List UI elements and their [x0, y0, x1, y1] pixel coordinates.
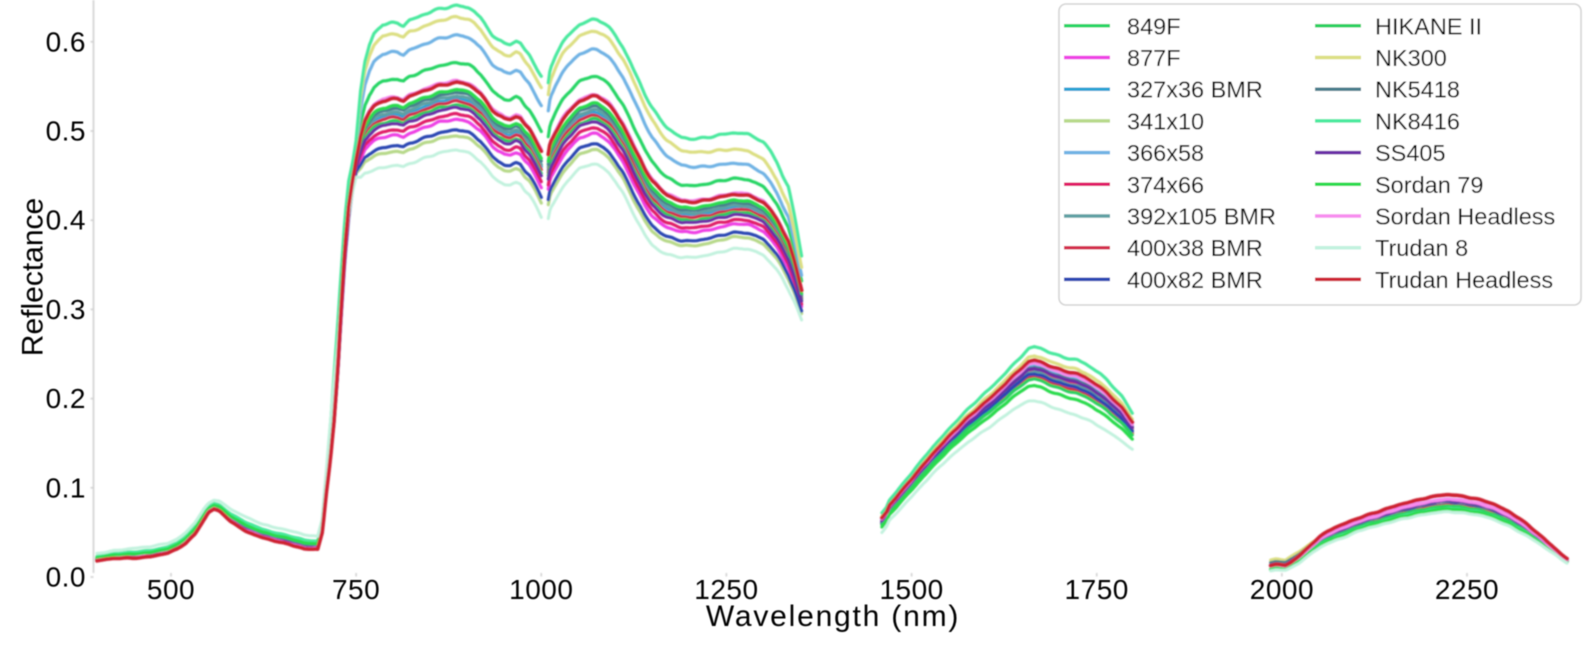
- svg-text:750: 750: [332, 574, 380, 605]
- svg-text:0.0: 0.0: [46, 562, 86, 593]
- svg-text:NK300: NK300: [1375, 45, 1447, 71]
- svg-text:Trudan Headless: Trudan Headless: [1375, 267, 1553, 293]
- svg-text:341x10: 341x10: [1127, 108, 1204, 134]
- svg-text:Sordan 79: Sordan 79: [1375, 172, 1483, 198]
- svg-text:0.4: 0.4: [46, 205, 86, 236]
- svg-text:1000: 1000: [509, 574, 573, 605]
- svg-text:500: 500: [147, 574, 195, 605]
- svg-text:1250: 1250: [694, 574, 758, 605]
- svg-text:HIKANE II: HIKANE II: [1375, 13, 1482, 39]
- svg-text:0.6: 0.6: [46, 26, 86, 57]
- svg-text:Wavelength (nm): Wavelength (nm): [706, 600, 960, 633]
- svg-text:Trudan 8: Trudan 8: [1375, 235, 1468, 261]
- svg-text:0.5: 0.5: [46, 116, 86, 147]
- svg-text:374x66: 374x66: [1127, 172, 1204, 198]
- svg-text:877F: 877F: [1127, 45, 1181, 71]
- svg-text:1750: 1750: [1065, 574, 1129, 605]
- svg-text:NK8416: NK8416: [1375, 108, 1460, 134]
- svg-text:0.2: 0.2: [46, 383, 86, 414]
- svg-text:0.1: 0.1: [46, 472, 86, 503]
- svg-text:2000: 2000: [1250, 574, 1314, 605]
- svg-text:849F: 849F: [1127, 13, 1181, 39]
- svg-text:Sordan Headless: Sordan Headless: [1375, 204, 1555, 230]
- svg-text:392x105 BMR: 392x105 BMR: [1127, 204, 1276, 230]
- svg-text:366x58: 366x58: [1127, 140, 1204, 166]
- svg-text:327x36 BMR: 327x36 BMR: [1127, 77, 1263, 103]
- svg-text:Reflectance: Reflectance: [17, 198, 50, 356]
- svg-text:1500: 1500: [879, 574, 943, 605]
- svg-text:2250: 2250: [1435, 574, 1499, 605]
- svg-text:NK5418: NK5418: [1375, 77, 1460, 103]
- svg-text:400x38 BMR: 400x38 BMR: [1127, 235, 1263, 261]
- svg-text:400x82 BMR: 400x82 BMR: [1127, 267, 1263, 293]
- svg-text:SS405: SS405: [1375, 140, 1446, 166]
- svg-text:0.3: 0.3: [46, 294, 86, 325]
